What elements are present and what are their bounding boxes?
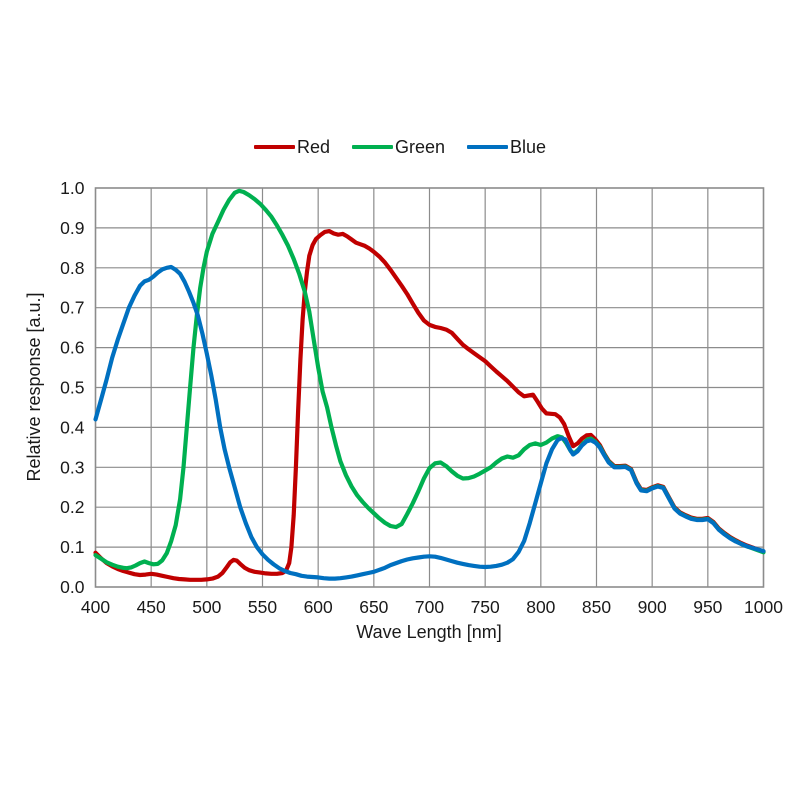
plot-border — [94, 187, 765, 588]
x-tick-label: 750 — [471, 597, 500, 617]
y-tick-label: 0.3 — [60, 457, 84, 477]
y-tick-label: 0.6 — [60, 338, 84, 358]
legend-line-swatch-blue — [467, 144, 509, 150]
x-tick-label: 600 — [304, 597, 333, 617]
legend-item-green: Green — [351, 136, 446, 158]
axis-tick-labels: 400 450 500 550 600 650 700 750 800 850 900 950 1000… — [60, 178, 783, 617]
x-tick-label: 400 — [81, 597, 110, 617]
x-tick-label: 450 — [137, 597, 166, 617]
legend-item-red: Red — [253, 136, 330, 158]
x-tick-label: 500 — [192, 597, 221, 617]
legend-line-swatch-green — [351, 144, 393, 150]
x-tick-label: 650 — [359, 597, 388, 617]
y-tick-label: 0.5 — [60, 378, 84, 398]
y-tick-label: 0.1 — [60, 537, 84, 557]
x-tick-label: 550 — [248, 597, 277, 617]
grid-lines — [94, 187, 765, 588]
x-tick-label: 850 — [582, 597, 611, 617]
x-tick-label: 800 — [526, 597, 555, 617]
y-tick-label: 0.8 — [60, 258, 84, 278]
x-tick-label: 700 — [415, 597, 444, 617]
y-axis-title: Relative response [a.u.] — [24, 292, 44, 481]
y-tick-label: 0.7 — [60, 298, 84, 318]
y-tick-label: 0.4 — [60, 417, 85, 437]
x-tick-label: 900 — [638, 597, 667, 617]
y-tick-label: 0.0 — [60, 577, 85, 597]
x-axis-title: Wave Length [nm] — [356, 622, 501, 642]
legend-label-blue: Blue — [510, 137, 547, 157]
legend-item-blue: Blue — [467, 136, 546, 158]
legend-label-green: Green — [394, 137, 446, 157]
series-line-blue — [93, 264, 766, 581]
legend-label-red: Red — [296, 137, 330, 157]
legend-line-swatch-red — [253, 144, 295, 150]
series-lines — [93, 188, 766, 582]
x-tick-label: 1000 — [744, 597, 783, 617]
x-tick-label: 950 — [693, 597, 722, 617]
y-tick-label: 0.9 — [60, 218, 84, 238]
y-tick-label: 1.0 — [60, 178, 85, 198]
y-tick-label: 0.2 — [60, 497, 84, 517]
chart-legend: Red Green Blue — [0, 136, 800, 158]
